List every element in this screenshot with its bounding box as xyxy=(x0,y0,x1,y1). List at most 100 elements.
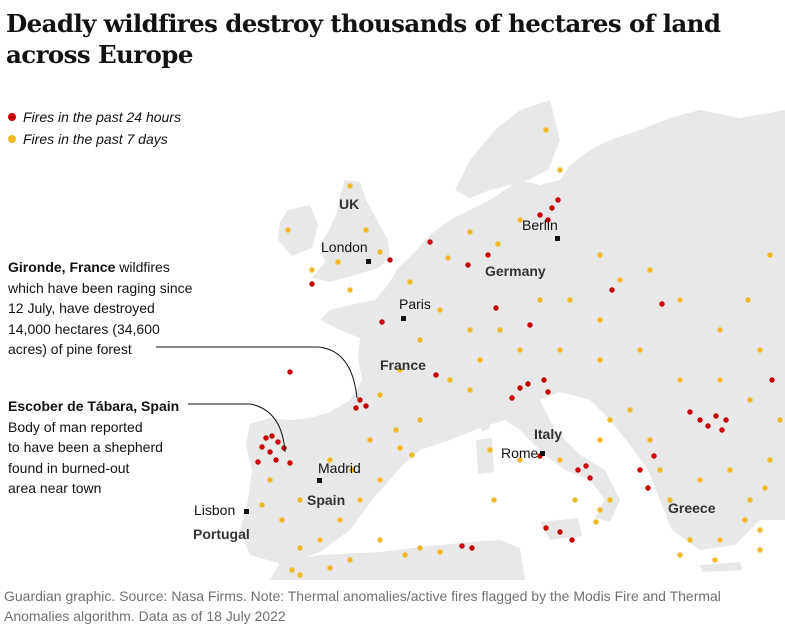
fire-point-7d xyxy=(557,347,563,353)
fire-point-24h xyxy=(485,252,491,258)
city-marker-madrid xyxy=(317,478,322,483)
fire-point-24h xyxy=(637,467,643,473)
fire-point-24h xyxy=(275,439,281,445)
annotation-gironde-line-3: 14,000 hectares (34,600 xyxy=(8,320,160,337)
fire-point-24h xyxy=(493,305,499,311)
fire-point-7d xyxy=(491,497,497,503)
fire-point-7d xyxy=(409,452,415,458)
fire-point-24h xyxy=(263,435,269,441)
fire-point-7d xyxy=(597,357,603,363)
city-marker-lisbon xyxy=(244,509,249,514)
land-great-britain xyxy=(312,180,390,282)
fire-point-24h xyxy=(363,403,369,409)
fire-point-7d xyxy=(557,457,563,463)
fire-point-24h xyxy=(659,301,665,307)
fire-point-7d xyxy=(397,445,403,451)
fire-point-24h xyxy=(723,417,729,423)
fire-point-24h xyxy=(545,389,551,395)
fire-point-24h xyxy=(557,529,563,535)
fire-point-7d xyxy=(747,497,753,503)
fire-point-7d xyxy=(363,227,369,233)
fire-point-7d xyxy=(717,377,723,383)
annotation-escober-line-2: found in burned-out xyxy=(8,459,130,476)
fire-point-7d xyxy=(297,572,303,578)
fire-point-7d xyxy=(397,367,403,373)
fire-point-7d xyxy=(337,517,343,523)
fire-point-24h xyxy=(273,457,279,463)
fire-point-24h xyxy=(309,281,315,287)
fire-point-7d xyxy=(717,537,723,543)
fire-point-24h xyxy=(687,409,693,415)
europe-map xyxy=(156,100,785,580)
land-ireland xyxy=(278,205,318,256)
source-note: Guardian graphic. Source: Nasa Firms. No… xyxy=(4,588,721,624)
land-scandinavia xyxy=(455,100,560,198)
fire-point-7d xyxy=(467,229,473,235)
city-marker-rome xyxy=(540,451,545,456)
fire-point-7d xyxy=(572,497,578,503)
fire-point-7d xyxy=(717,327,723,333)
fire-point-7d xyxy=(447,377,453,383)
fire-point-7d xyxy=(289,567,295,573)
fire-point-7d xyxy=(597,252,603,258)
land-sardinia xyxy=(476,438,494,474)
fire-point-7d xyxy=(377,249,383,255)
country-label-portugal: Portugal xyxy=(193,526,250,542)
city-label-rome: Rome xyxy=(501,445,539,461)
city-marker-paris xyxy=(401,316,406,321)
fire-point-7d xyxy=(297,497,303,503)
annotation-gironde-line-4: acres) of pine forest xyxy=(8,341,132,357)
fire-point-7d xyxy=(517,347,523,353)
fire-point-24h xyxy=(713,413,719,419)
fire-point-24h xyxy=(537,212,543,218)
annotation-escober-line-1: to have been a shepherd xyxy=(8,439,163,455)
fire-point-7d xyxy=(309,267,315,273)
fire-point-7d xyxy=(377,477,383,483)
fire-point-7d xyxy=(267,477,273,483)
fire-point-7d xyxy=(417,417,423,423)
fire-point-7d xyxy=(757,527,763,533)
fire-point-24h xyxy=(267,449,273,455)
annotation-gironde: Gironde, France wildfires which have bee… xyxy=(8,257,238,360)
fire-point-7d xyxy=(393,427,399,433)
fire-point-7d xyxy=(727,467,733,473)
fire-point-7d xyxy=(445,255,451,261)
fire-point-7d xyxy=(742,517,748,523)
fire-points xyxy=(255,127,783,578)
fire-point-24h xyxy=(525,381,531,387)
fire-point-7d xyxy=(637,347,643,353)
escober-leader-line xyxy=(188,403,286,453)
fire-point-7d xyxy=(747,397,753,403)
legend-item-24h: Fires in the past 24 hours xyxy=(8,106,181,128)
annotation-escober-line-3: area near town xyxy=(8,480,102,496)
city-marker-berlin xyxy=(555,236,560,241)
fire-point-7d xyxy=(767,252,773,258)
fire-point-7d xyxy=(657,467,663,473)
fire-point-7d xyxy=(712,557,718,563)
fire-point-24h xyxy=(609,287,615,293)
country-label-germany: Germany xyxy=(485,263,546,279)
fire-point-7d xyxy=(377,392,383,398)
fire-point-7d xyxy=(467,387,473,393)
fire-point-24h xyxy=(517,385,523,391)
fire-point-7d xyxy=(357,497,363,503)
city-label-lisbon: Lisbon xyxy=(194,502,236,518)
land-north-africa xyxy=(270,540,525,580)
fire-point-7d xyxy=(677,552,683,558)
fire-point-24h xyxy=(459,543,465,549)
fire-point-24h xyxy=(549,205,555,211)
fire-point-7d xyxy=(762,485,768,491)
fire-point-7d xyxy=(687,537,693,543)
annotation-gironde-line-0: wildfires xyxy=(119,259,170,275)
legend-item-7d: Fires in the past 7 days xyxy=(8,128,181,150)
fire-point-24h xyxy=(555,197,561,203)
country-label-uk: UK xyxy=(339,196,360,212)
fire-point-7d xyxy=(777,417,783,423)
fire-point-7d xyxy=(593,519,599,525)
fire-point-7d xyxy=(335,259,341,265)
legend: Fires in the past 24 hours Fires in the … xyxy=(8,106,181,150)
fire-point-24h xyxy=(697,417,703,423)
fire-point-24h xyxy=(255,459,261,465)
fire-point-7d xyxy=(617,277,623,283)
annotation-leader-lines xyxy=(156,346,358,453)
